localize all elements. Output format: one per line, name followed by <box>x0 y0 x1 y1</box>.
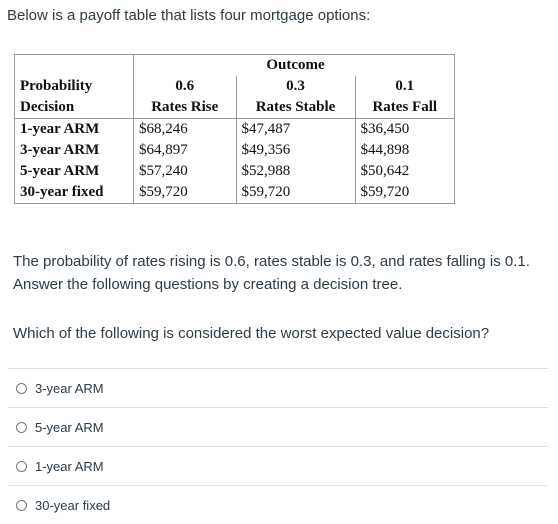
payoff-value: $68,246 <box>133 118 237 140</box>
radio-button[interactable] <box>16 421 27 433</box>
payoff-value: $36,450 <box>354 118 455 140</box>
probability-fall: 0.1 <box>354 76 455 97</box>
blank-cell <box>14 54 134 76</box>
answer-option-3-year-arm[interactable]: 3-year ARM <box>8 368 548 407</box>
table-row: 30-year fixed $59,720 $59,720 $59,720 <box>14 182 455 204</box>
option-label: 30-year fixed <box>35 497 111 513</box>
radio-button[interactable] <box>16 499 27 511</box>
probability-stable: 0.3 <box>235 76 356 97</box>
probability-row: Probability 0.6 0.3 0.1 <box>14 76 455 97</box>
answer-option-1-year-arm[interactable]: 1-year ARM <box>8 446 548 485</box>
option-label: 1-year ARM <box>35 458 104 474</box>
probability-label: Probability <box>14 76 134 97</box>
outcome-header-row: Outcome <box>14 54 455 76</box>
table-row: 1-year ARM $68,246 $47,487 $36,450 <box>14 118 455 140</box>
outcome-rise: Rates Rise <box>133 97 237 119</box>
decision-label: Decision <box>14 97 134 119</box>
probability-rise: 0.6 <box>133 76 237 97</box>
payoff-value: $59,720 <box>354 182 455 204</box>
decision-header-row: Decision Rates Rise Rates Stable Rates F… <box>14 97 455 119</box>
radio-button[interactable] <box>16 382 27 394</box>
payoff-table: Outcome Probability 0.6 0.3 0.1 Decision… <box>14 54 455 204</box>
problem-paragraph: The probability of rates rising is 0.6, … <box>13 253 530 293</box>
answer-option-30-year-fixed[interactable]: 30-year fixed <box>8 485 548 524</box>
blank-cell <box>133 54 236 76</box>
radio-button[interactable] <box>16 460 27 472</box>
payoff-value: $47,487 <box>235 118 356 140</box>
question-text: Which of the following is considered the… <box>13 325 490 342</box>
blank-cell <box>355 54 455 76</box>
payoff-value: $49,356 <box>235 140 356 161</box>
outcome-header: Outcome <box>236 54 355 76</box>
outcome-fall: Rates Fall <box>354 97 455 119</box>
option-label: 3-year ARM <box>35 380 104 396</box>
option-label: 5-year ARM <box>35 419 104 435</box>
payoff-value: $64,897 <box>133 140 237 161</box>
table-row: 5-year ARM $57,240 $52,988 $50,642 <box>14 161 455 182</box>
payoff-value: $50,642 <box>354 161 455 182</box>
payoff-value: $52,988 <box>235 161 356 182</box>
decision-name: 1-year ARM <box>14 118 134 140</box>
decision-name: 5-year ARM <box>14 161 134 182</box>
payoff-value: $44,898 <box>354 140 455 161</box>
outcome-stable: Rates Stable <box>235 97 356 119</box>
table-row: 3-year ARM $64,897 $49,356 $44,898 <box>14 140 455 161</box>
answer-option-5-year-arm[interactable]: 5-year ARM <box>8 407 548 446</box>
payoff-value: $57,240 <box>133 161 237 182</box>
answer-options: 3-year ARM 5-year ARM 1-year ARM 30-year… <box>8 368 548 524</box>
intro-text: Below is a payoff table that lists four … <box>7 7 371 24</box>
payoff-value: $59,720 <box>235 182 356 204</box>
payoff-value: $59,720 <box>133 182 237 204</box>
decision-name: 30-year fixed <box>14 182 134 204</box>
decision-name: 3-year ARM <box>14 140 134 161</box>
